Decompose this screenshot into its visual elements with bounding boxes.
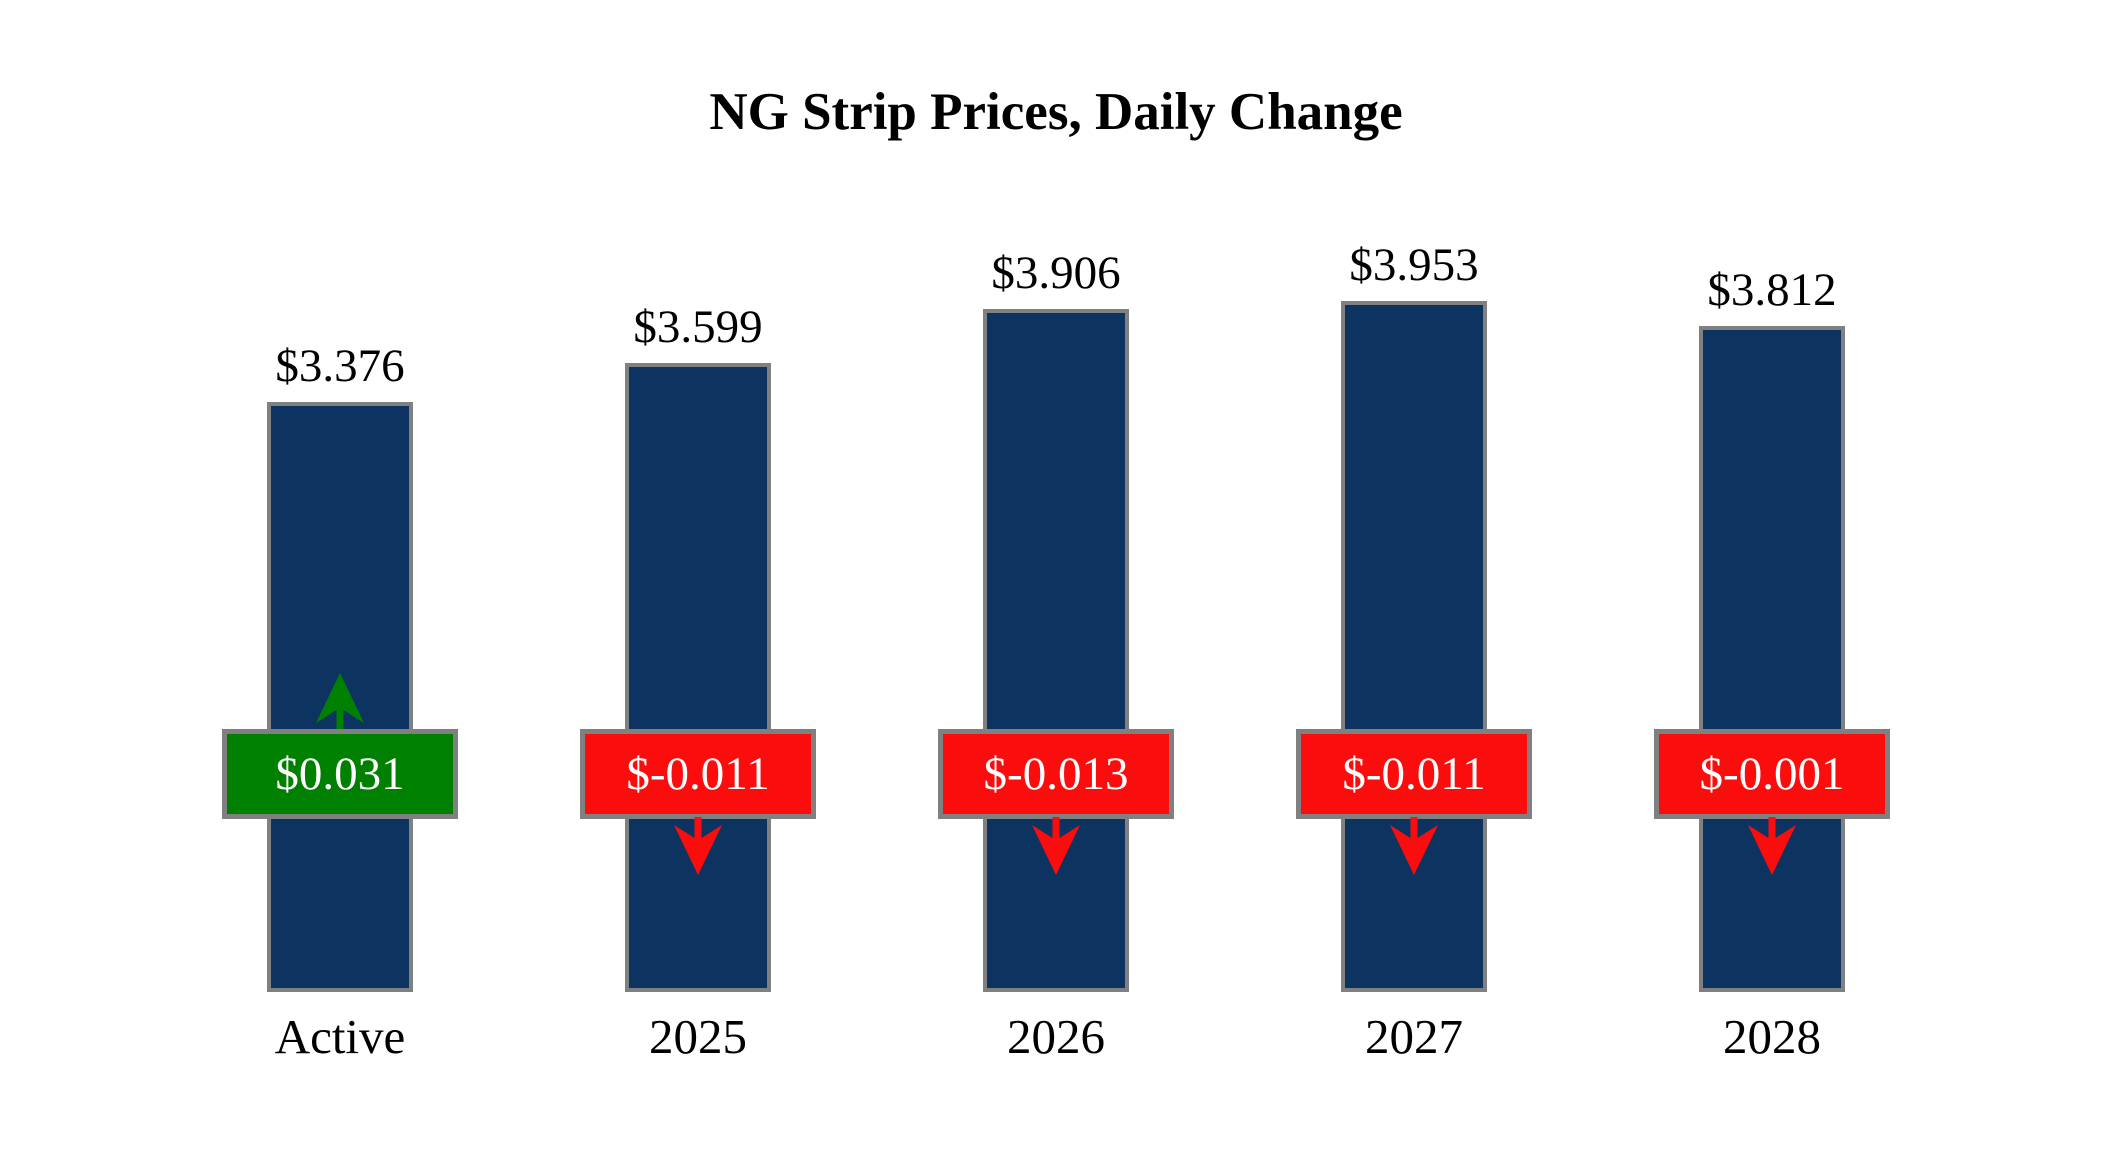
down-arrow-icon [1748,817,1796,875]
change-label: $-0.013 [983,747,1129,800]
price-bar [1699,326,1845,992]
bar-stack: $3.812 [1699,265,1845,992]
down-arrow-icon [674,817,722,875]
change-badge: $0.031 [222,729,458,819]
category-label: 2028 [1723,1009,1821,1064]
bar-group-2028: $3.812 $-0.001 2028 [1652,0,1892,1152]
change-label: $0.031 [275,747,405,800]
bar-stack: $3.953 [1341,240,1487,992]
bar-group-active: $3.376 $0.031 Active [220,0,460,1152]
change-label: $-0.011 [626,747,770,800]
price-label: $3.906 [991,247,1121,300]
category-label: 2027 [1365,1009,1463,1064]
change-label: $-0.011 [1342,747,1486,800]
change-badge: $-0.011 [580,729,816,819]
change-badge: $-0.013 [938,729,1174,819]
change-badge: $-0.001 [1654,729,1890,819]
bar-stack: $3.376 [267,341,413,992]
chart-title: NG Strip Prices, Daily Change [709,83,1403,141]
price-bar [983,309,1129,992]
down-arrow-icon [1390,817,1438,875]
up-arrow-icon [316,673,364,731]
category-label: 2025 [649,1009,747,1064]
bar-group-2027: $3.953 $-0.011 2027 [1294,0,1534,1152]
price-bar [625,363,771,992]
price-label: $3.953 [1349,239,1479,292]
bar-group-2026: $3.906 $-0.013 2026 [936,0,1176,1152]
bar-group-2025: $3.599 $-0.011 2025 [578,0,818,1152]
bar-stack: $3.599 [625,302,771,992]
down-arrow-icon [1032,817,1080,875]
change-badge: $-0.011 [1296,729,1532,819]
price-bar [1341,301,1487,992]
category-label: 2026 [1007,1009,1105,1064]
category-label: Active [274,1009,406,1064]
bar-stack: $3.906 [983,248,1129,992]
change-label: $-0.001 [1699,747,1845,800]
price-label: $3.376 [275,340,405,393]
price-label: $3.599 [633,301,763,354]
price-label: $3.812 [1707,264,1837,317]
